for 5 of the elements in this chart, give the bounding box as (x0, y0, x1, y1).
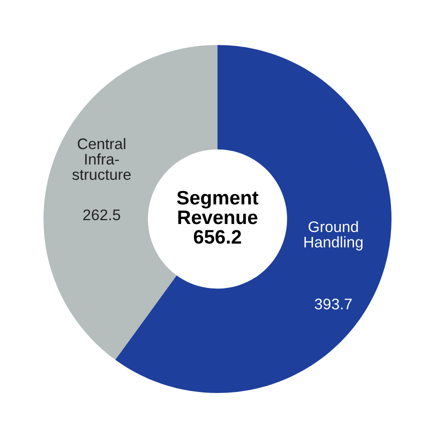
text: Segment Revenue 656.2 (177, 190, 258, 244)
data-label: 393.7 (314, 298, 352, 310)
slice-label: Ground Handling (304, 220, 363, 251)
slice-label: Central Infra- structure (72, 138, 131, 180)
data-label: 262.5 (83, 209, 120, 220)
